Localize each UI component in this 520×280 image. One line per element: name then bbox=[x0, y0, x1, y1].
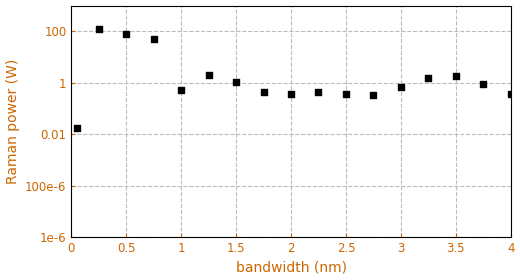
Point bbox=[424, 76, 433, 80]
X-axis label: bandwidth (nm): bandwidth (nm) bbox=[236, 260, 346, 274]
Y-axis label: Raman power (W): Raman power (W) bbox=[6, 59, 20, 184]
Point bbox=[314, 90, 322, 95]
Point bbox=[204, 73, 213, 77]
Point bbox=[232, 80, 240, 84]
Point bbox=[177, 88, 185, 93]
Point bbox=[259, 89, 268, 94]
Point bbox=[150, 37, 158, 41]
Point bbox=[122, 32, 131, 36]
Point bbox=[397, 85, 405, 89]
Point bbox=[95, 27, 103, 31]
Point bbox=[342, 92, 350, 97]
Point bbox=[73, 126, 81, 130]
Point bbox=[451, 74, 460, 78]
Point bbox=[506, 92, 515, 97]
Point bbox=[369, 93, 378, 98]
Point bbox=[479, 82, 487, 86]
Point bbox=[287, 91, 295, 96]
